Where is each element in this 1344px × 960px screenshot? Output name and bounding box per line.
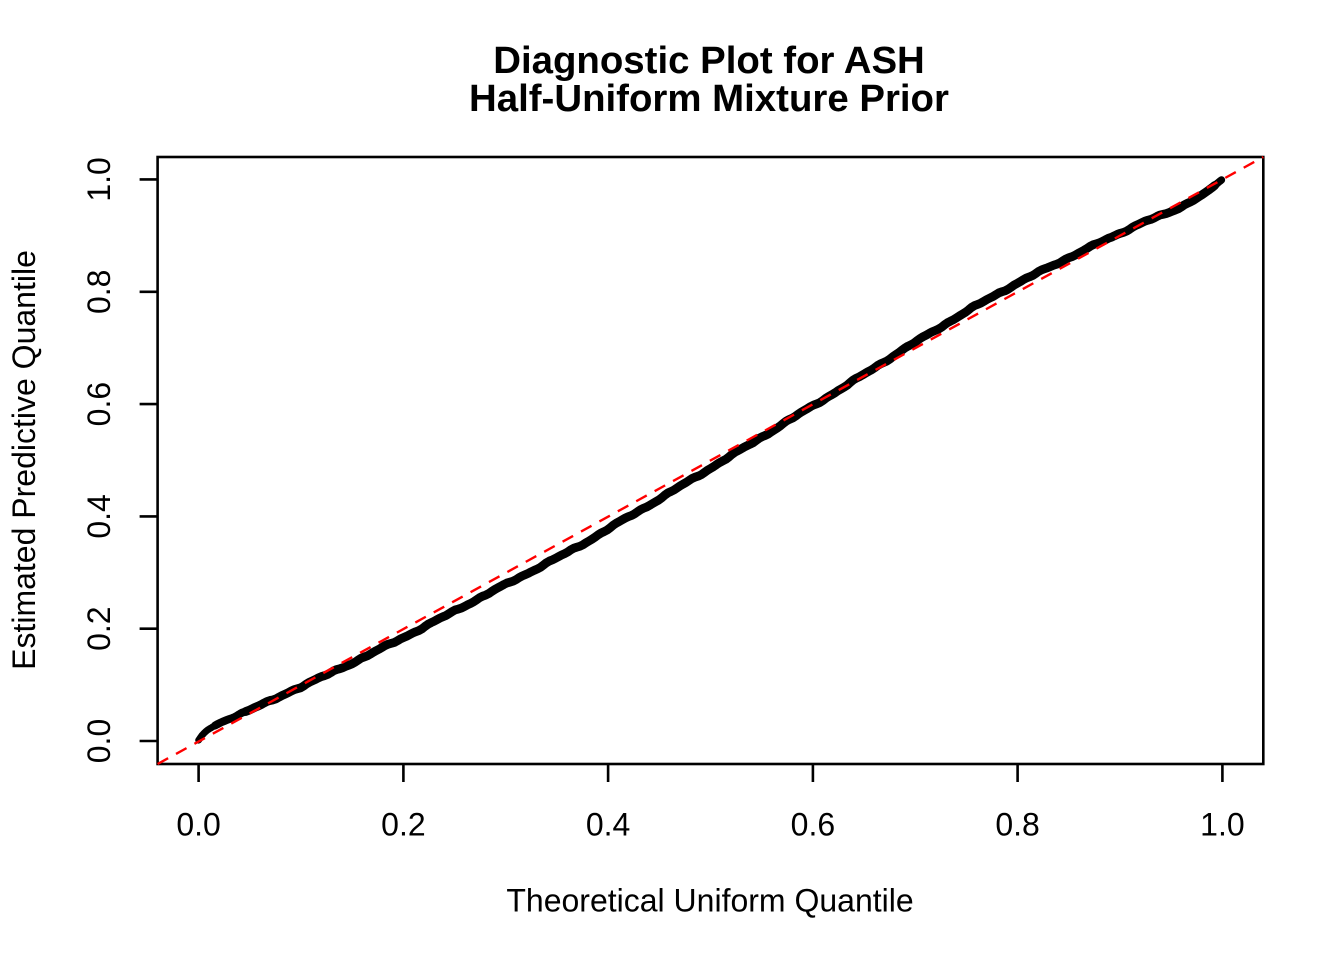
svg-text:0.0: 0.0 xyxy=(81,719,117,763)
svg-text:Estimated Predictive Quantile: Estimated Predictive Quantile xyxy=(6,250,42,670)
svg-text:0.8: 0.8 xyxy=(995,806,1039,842)
svg-text:Diagnostic Plot for ASH: Diagnostic Plot for ASH xyxy=(493,39,925,82)
svg-text:0.6: 0.6 xyxy=(81,382,117,426)
svg-text:1.0: 1.0 xyxy=(1200,806,1244,842)
svg-text:Half-Uniform Mixture Prior: Half-Uniform Mixture Prior xyxy=(469,77,949,120)
svg-text:0.2: 0.2 xyxy=(81,606,117,650)
svg-text:0.6: 0.6 xyxy=(791,806,835,842)
svg-text:Theoretical Uniform Quantile: Theoretical Uniform Quantile xyxy=(506,883,913,919)
svg-text:0.0: 0.0 xyxy=(176,806,220,842)
svg-text:0.4: 0.4 xyxy=(81,494,117,538)
svg-text:0.2: 0.2 xyxy=(381,806,425,842)
svg-text:1.0: 1.0 xyxy=(81,157,117,201)
svg-text:0.8: 0.8 xyxy=(81,270,117,314)
svg-text:0.4: 0.4 xyxy=(586,806,630,842)
